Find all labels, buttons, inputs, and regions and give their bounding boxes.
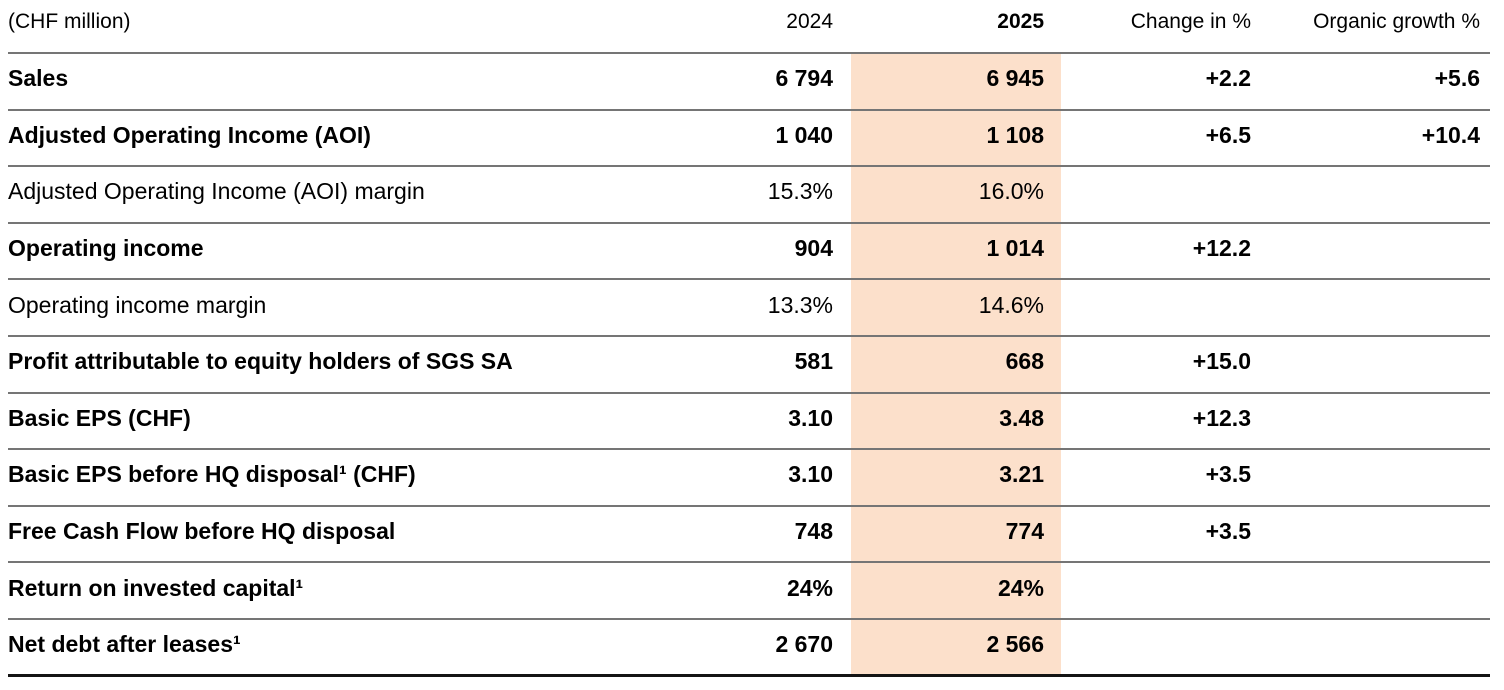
cell-2024: 2 670 <box>775 630 833 657</box>
cell-2024: 15.3% <box>767 178 833 205</box>
cell-2024: 3.10 <box>788 461 833 488</box>
cell-change-pct <box>1061 280 1261 335</box>
column-header-2024: 2024 <box>786 9 833 33</box>
cell-2024: 581 <box>794 348 833 375</box>
row-label: Basic EPS before HQ disposal¹ (CHF) <box>8 461 416 488</box>
cell-2024: 1 040 <box>775 121 833 148</box>
table-row-operating-income-margin: Operating income margin 13.3% 14.6% <box>8 280 1490 337</box>
row-label: Adjusted Operating Income (AOI) <box>8 121 371 148</box>
cell-2025: 668 <box>851 336 1061 392</box>
cell-change-pct: +6.5 <box>1205 121 1251 148</box>
cell-organic-growth <box>1261 167 1490 222</box>
table-row-operating-income: Operating income 904 1 014 +12.2 <box>8 223 1490 281</box>
cell-2024: 748 <box>794 518 833 545</box>
cell-organic-growth <box>1261 337 1490 392</box>
table-row-sales: Sales 6 794 6 945 +2.2 +5.6 <box>8 54 1490 111</box>
cell-organic-growth <box>1261 224 1490 279</box>
cell-2024: 24% <box>786 574 833 601</box>
cell-2024: 3.10 <box>788 404 833 431</box>
row-label: Operating income margin <box>8 291 267 318</box>
row-label: Profit attributable to equity holders of… <box>8 348 513 375</box>
unit-label: (CHF million) <box>8 9 131 33</box>
cell-2024: 6 794 <box>775 65 833 92</box>
column-header-organic-growth: Organic growth % <box>1313 9 1480 33</box>
cell-change-pct: +12.3 <box>1192 404 1251 431</box>
cell-organic-growth <box>1261 450 1490 505</box>
column-header-change-pct: Change in % <box>1130 9 1251 33</box>
cell-change-pct: +15.0 <box>1192 348 1251 375</box>
row-label: Net debt after leases¹ <box>8 630 241 657</box>
row-label: Sales <box>8 65 69 92</box>
cell-2025: 2 566 <box>851 619 1061 674</box>
table-row-free-cash-flow: Free Cash Flow before HQ disposal 748 77… <box>8 506 1490 564</box>
table-row-basic-eps: Basic EPS (CHF) 3.10 3.48 +12.3 <box>8 393 1490 451</box>
cell-change-pct <box>1061 563 1261 618</box>
cell-2025: 3.48 <box>851 393 1061 449</box>
cell-change-pct: +12.2 <box>1192 235 1251 262</box>
row-label: Return on invested capital¹ <box>8 574 304 601</box>
cell-change-pct: +2.2 <box>1205 65 1251 92</box>
cell-organic-growth <box>1261 620 1490 674</box>
cell-organic-growth: +10.4 <box>1421 121 1480 148</box>
table-header-row: (CHF million) 2024 2025 Change in % Orga… <box>8 0 1490 54</box>
cell-2024: 904 <box>794 235 833 262</box>
cell-2025: 24% <box>851 563 1061 618</box>
table-row-profit-attributable: Profit attributable to equity holders of… <box>8 336 1490 394</box>
cell-2025: 1 014 <box>851 223 1061 279</box>
cell-2024: 13.3% <box>767 291 833 318</box>
cell-2025: 14.6% <box>851 280 1061 335</box>
financial-results-table: (CHF million) 2024 2025 Change in % Orga… <box>8 0 1490 677</box>
cell-2025: 16.0% <box>851 167 1061 222</box>
cell-change-pct <box>1061 167 1261 222</box>
cell-2025: 3.21 <box>851 450 1061 505</box>
row-label: Adjusted Operating Income (AOI) margin <box>8 178 425 205</box>
cell-2025: 774 <box>851 506 1061 562</box>
cell-organic-growth <box>1261 563 1490 618</box>
cell-organic-growth <box>1261 507 1490 562</box>
cell-organic-growth <box>1261 280 1490 335</box>
cell-2025: 6 945 <box>851 54 1061 109</box>
table-row-adjusted-operating-income: Adjusted Operating Income (AOI) 1 040 1 … <box>8 110 1490 168</box>
cell-organic-growth: +5.6 <box>1434 65 1480 92</box>
table-row-return-on-invested-capital: Return on invested capital¹ 24% 24% <box>8 563 1490 620</box>
table-row-basic-eps-before-hq-disposal: Basic EPS before HQ disposal¹ (CHF) 3.10… <box>8 450 1490 507</box>
column-header-2025: 2025 <box>997 9 1044 33</box>
cell-organic-growth <box>1261 394 1490 449</box>
cell-change-pct: +3.5 <box>1205 518 1251 545</box>
row-label: Basic EPS (CHF) <box>8 404 191 431</box>
cell-2025: 1 108 <box>851 110 1061 166</box>
table-row-net-debt-after-leases: Net debt after leases¹ 2 670 2 566 <box>8 619 1490 677</box>
table-row-aoi-margin: Adjusted Operating Income (AOI) margin 1… <box>8 167 1490 224</box>
row-label: Operating income <box>8 235 204 262</box>
cell-change-pct: +3.5 <box>1205 461 1251 488</box>
row-label: Free Cash Flow before HQ disposal <box>8 518 396 545</box>
cell-change-pct <box>1061 620 1261 674</box>
